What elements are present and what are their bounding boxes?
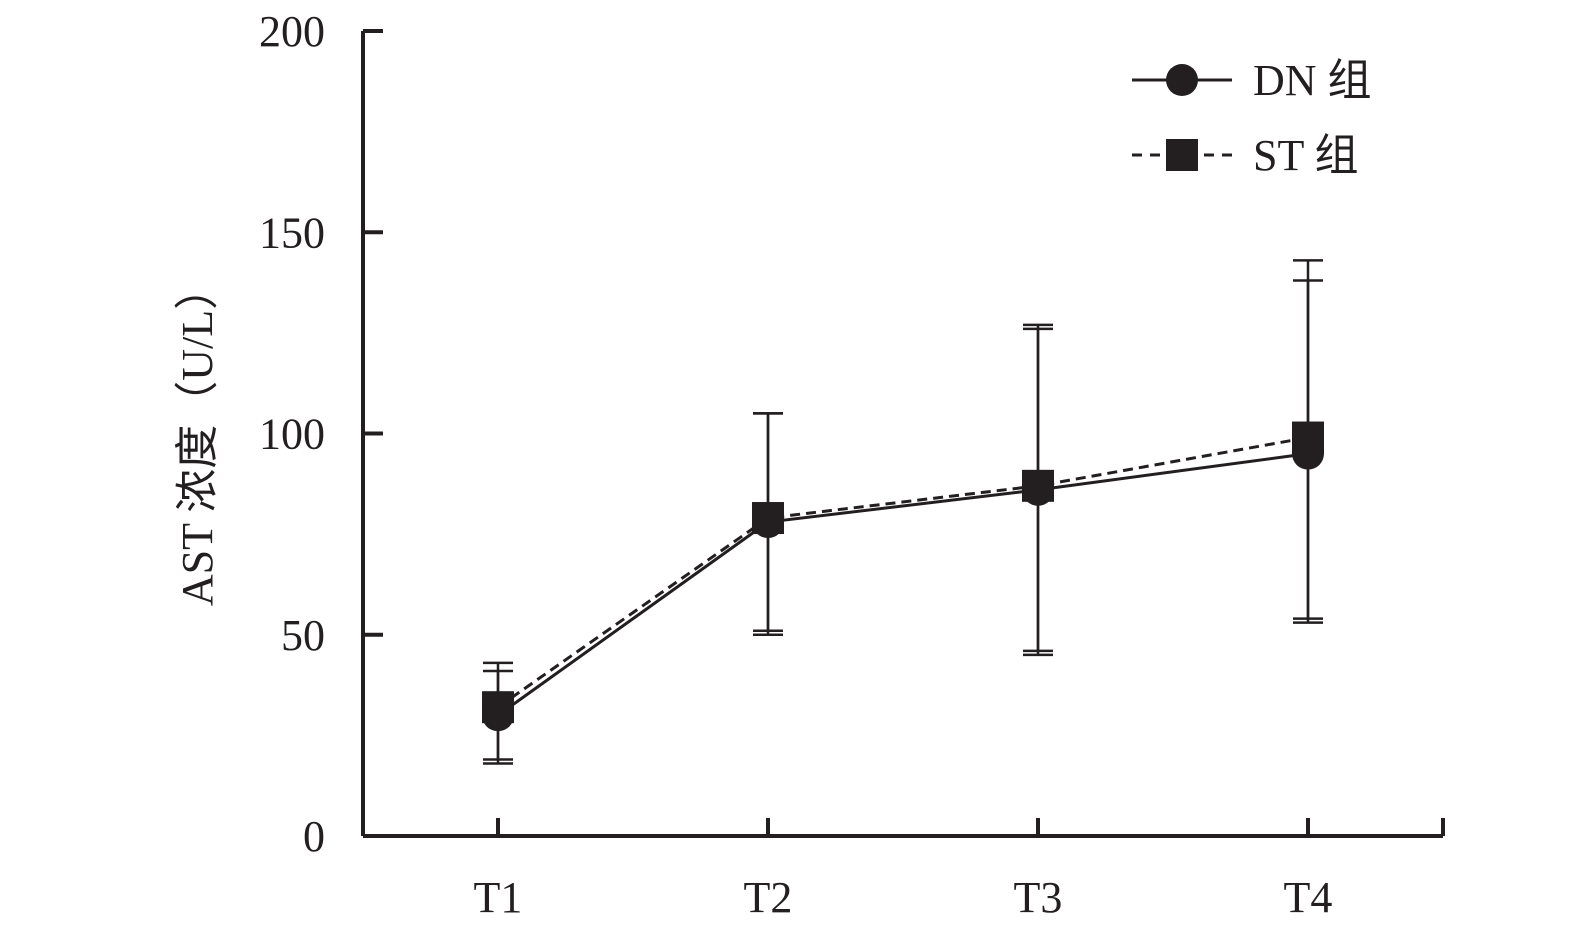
series-line-2	[497, 436, 1309, 709]
y-tick-label: 150	[259, 208, 325, 257]
data-point-circle	[1292, 437, 1324, 470]
data-point-circle	[482, 699, 514, 732]
data-point-circle	[1022, 473, 1054, 506]
x-tick-label: T3	[1014, 873, 1063, 922]
series-markers	[482, 421, 1324, 732]
axes: 0 50 100 150 200 T1 T2 T3 T4	[259, 7, 1445, 922]
x-tick-label: T1	[474, 873, 523, 922]
legend-marker-square	[1166, 139, 1198, 171]
legend-marker-circle	[1166, 64, 1198, 96]
y-tick-label: 100	[259, 410, 325, 459]
data-point-circle	[752, 506, 784, 539]
y-tick-label: 50	[281, 611, 325, 660]
y-tick-label: 200	[259, 7, 325, 56]
legend: DN 组 ST 组	[1132, 56, 1372, 180]
x-tick-label: T4	[1284, 873, 1333, 922]
legend-label-1: DN 组	[1253, 56, 1372, 105]
legend-label-2: ST 组	[1253, 131, 1359, 180]
x-tick-label: T2	[744, 873, 793, 922]
y-axis-title: AST 浓度（U/L）	[173, 266, 222, 606]
y-tick-label: 0	[303, 812, 325, 861]
error-bars	[483, 259, 1323, 765]
series-line-1	[497, 452, 1309, 717]
series-lines	[497, 436, 1309, 717]
